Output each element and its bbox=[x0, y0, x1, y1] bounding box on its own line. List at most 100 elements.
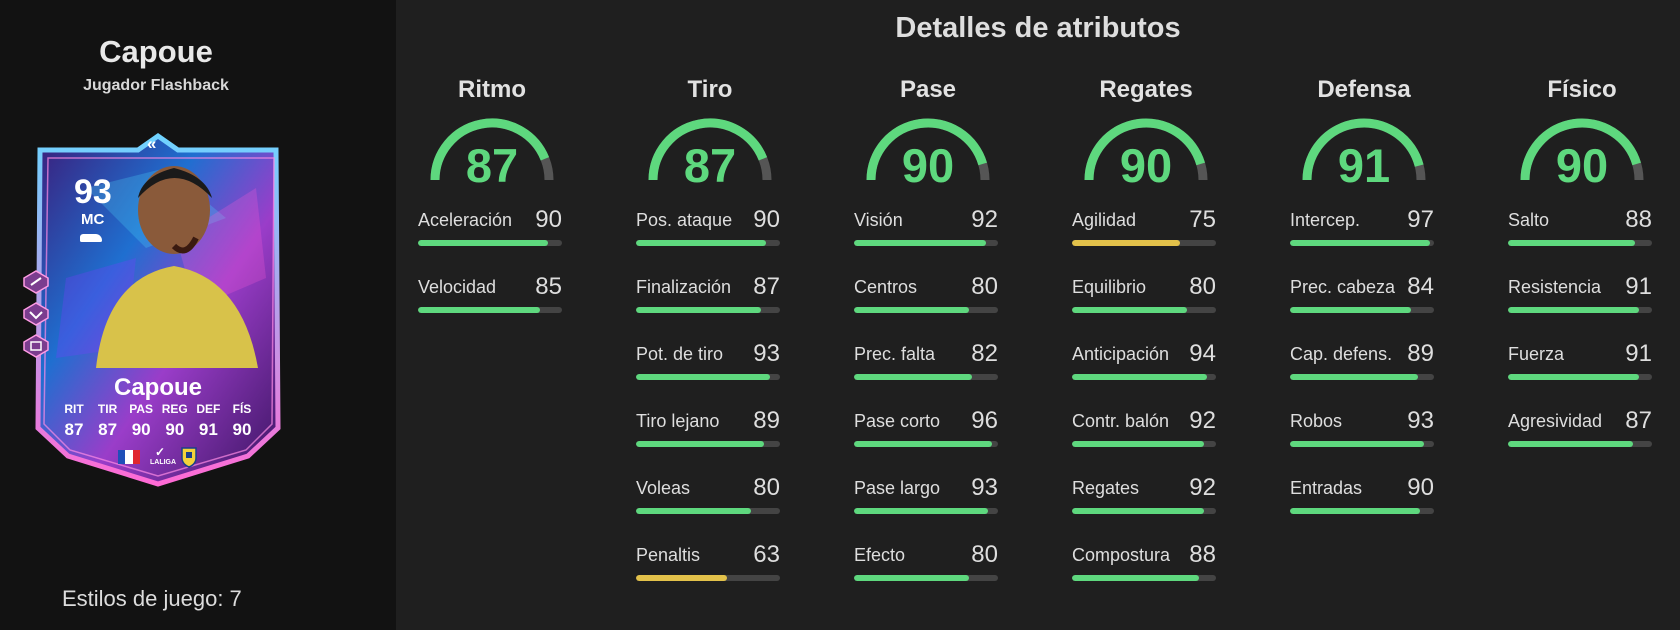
attribute-value: 89 bbox=[753, 407, 780, 434]
attribute-row: Penaltis 63 bbox=[630, 541, 790, 612]
attribute-label: Agilidad bbox=[1072, 210, 1137, 230]
attribute-bar bbox=[636, 441, 780, 447]
attribute-bar-fill bbox=[1072, 575, 1199, 581]
attribute-label: Contr. balón bbox=[1072, 411, 1170, 431]
attribute-label: Intercep. bbox=[1290, 210, 1361, 230]
attribute-value: 91 bbox=[1625, 273, 1652, 300]
attribute-bar bbox=[1290, 307, 1434, 313]
card-stat: DEF 91 bbox=[192, 402, 224, 440]
card-stat-key: TIR bbox=[97, 402, 118, 416]
attribute-row: Regates 92 bbox=[1066, 474, 1226, 545]
gauge-fill bbox=[648, 118, 768, 181]
attribute-bar-fill bbox=[1290, 307, 1411, 313]
attribute-value: 84 bbox=[1407, 273, 1434, 300]
attribute-bar-fill bbox=[1508, 307, 1640, 313]
attribute-bar bbox=[1072, 307, 1216, 313]
attribute-bar-fill bbox=[636, 575, 727, 581]
attribute-bar bbox=[1290, 374, 1434, 380]
gauge-arc bbox=[1302, 118, 1426, 181]
attribute-value: 80 bbox=[1189, 273, 1216, 300]
attribute-bar-fill bbox=[1072, 441, 1205, 447]
category-pase: Pase 90 Visión 92 Centros 80 Prec. falta 82 Pase… bbox=[848, 76, 1008, 612]
attribute-value: 80 bbox=[971, 541, 998, 568]
card-stat-key: RIT bbox=[64, 402, 84, 416]
attribute-label: Aceleración bbox=[418, 210, 513, 230]
rating-gauge: 87 bbox=[412, 116, 572, 192]
attribute-bar bbox=[1290, 441, 1434, 447]
category-title: Tiro bbox=[687, 76, 733, 103]
attribute-value: 87 bbox=[1625, 407, 1652, 434]
card-stat-value: 90 bbox=[232, 420, 252, 439]
attribute-row: Cap. defens. 89 bbox=[1284, 340, 1444, 411]
attribute-row: Compostura 88 bbox=[1066, 541, 1226, 612]
card-rating: 93 bbox=[74, 173, 112, 211]
attribute-row: Finalización 87 bbox=[630, 273, 790, 344]
attribute-label: Cap. defens. bbox=[1290, 344, 1393, 364]
gauge-fill bbox=[1084, 118, 1206, 181]
attribute-row: Equilibrio 80 bbox=[1066, 273, 1226, 344]
attribute-value: 94 bbox=[1189, 340, 1216, 367]
category-fisico: Físico 90 Salto 88 Resistencia 91 Fuerza 91 Agre… bbox=[1502, 76, 1662, 478]
rating-gauge: 90 bbox=[848, 116, 1008, 192]
attribute-label: Penaltis bbox=[636, 545, 701, 565]
attribute-row: Anticipación 94 bbox=[1066, 340, 1226, 411]
attribute-value: 88 bbox=[1625, 206, 1652, 233]
player-card[interactable]: « 93 MC Capoue RIT 87 TIR 87 PAS 90 REG 90 D… bbox=[23, 128, 290, 490]
category-title: Ritmo bbox=[458, 76, 526, 103]
attribute-value: 75 bbox=[1189, 206, 1216, 233]
attribute-label: Tiro lejano bbox=[636, 411, 720, 431]
attribute-row: Velocidad 85 bbox=[412, 273, 572, 344]
attribute-bar bbox=[1508, 374, 1652, 380]
attribute-bar-fill bbox=[854, 240, 987, 246]
attribute-label: Finalización bbox=[636, 277, 732, 297]
attribute-bar-fill bbox=[636, 508, 752, 514]
card-player-name: Capoue bbox=[113, 374, 202, 401]
attribute-row: Resistencia 91 bbox=[1502, 273, 1662, 344]
attribute-value: 82 bbox=[971, 340, 998, 367]
card-stats: RIT 87 TIR 87 PAS 90 REG 90 DEF 91 FÍS 90 bbox=[58, 402, 258, 440]
attribute-bar-fill bbox=[1508, 240, 1635, 246]
attribute-bar bbox=[854, 441, 998, 447]
attribute-value: 90 bbox=[753, 206, 780, 233]
category-tiro: Tiro 87 Pos. ataque 90 Finalización 87 Pot. de… bbox=[630, 76, 790, 612]
attribute-value: 96 bbox=[971, 407, 998, 434]
category-title: Regates bbox=[1099, 76, 1193, 103]
attribute-bar bbox=[1072, 575, 1216, 581]
attribute-list: Aceleración 90 Velocidad 85 bbox=[412, 206, 572, 344]
attribute-label: Anticipación bbox=[1072, 344, 1170, 364]
league-text: LALIGA bbox=[150, 459, 177, 466]
category-ritmo: Ritmo 87 Aceleración 90 Velocidad 85 bbox=[412, 76, 572, 344]
attribute-bar bbox=[418, 307, 562, 313]
attribute-row: Prec. falta 82 bbox=[848, 340, 1008, 411]
category-rating: 90 bbox=[1119, 139, 1173, 192]
attribute-bar-fill bbox=[1290, 508, 1420, 514]
card-stat-value: 87 bbox=[98, 420, 118, 439]
player-panel: Capoue Jugador Flashback bbox=[0, 0, 396, 630]
card-stat: PAS 90 bbox=[125, 402, 157, 440]
attribute-bar-fill bbox=[854, 508, 988, 514]
attribute-list: Agilidad 75 Equilibrio 80 Anticipación 94 Cont… bbox=[1066, 206, 1226, 612]
attribute-row: Pos. ataque 90 bbox=[630, 206, 790, 277]
villarreal-crest-icon bbox=[181, 447, 197, 468]
attribute-value: 80 bbox=[753, 474, 780, 501]
attribute-value: 90 bbox=[535, 206, 562, 233]
attribute-bar bbox=[636, 508, 780, 514]
card-stat-value: 87 bbox=[64, 420, 84, 439]
laliga-logo-icon: ✓ LALIGA bbox=[150, 445, 177, 467]
attribute-value: 89 bbox=[1407, 340, 1434, 367]
attribute-label: Pase corto bbox=[854, 411, 941, 431]
attribute-bar bbox=[1508, 441, 1652, 447]
attribute-label: Equilibrio bbox=[1072, 277, 1147, 297]
category-defensa: Defensa 91 Intercep. 97 Prec. cabeza 84 Cap. d… bbox=[1284, 76, 1444, 545]
attribute-label: Robos bbox=[1290, 411, 1343, 431]
attribute-label: Pot. de tiro bbox=[636, 344, 724, 364]
gauge-fill bbox=[1302, 118, 1424, 181]
gauge-fill bbox=[866, 118, 988, 181]
card-stat: REG 90 bbox=[159, 402, 191, 440]
attribute-bar bbox=[1072, 374, 1216, 380]
rating-gauge: 87 bbox=[630, 116, 790, 192]
attribute-bar bbox=[636, 307, 780, 313]
attribute-label: Efecto bbox=[854, 545, 906, 565]
attribute-bar bbox=[854, 575, 998, 581]
gauge-fill bbox=[1520, 118, 1642, 181]
